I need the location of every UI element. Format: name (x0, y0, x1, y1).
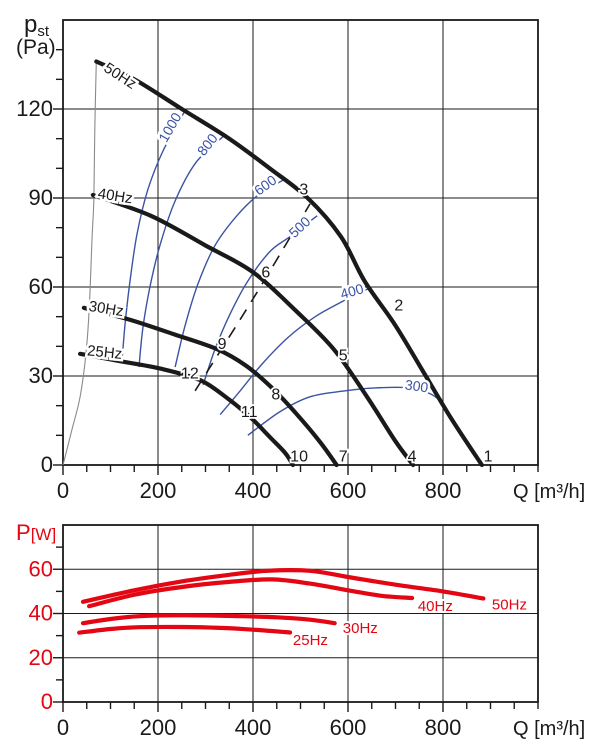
x-axis-title: Q [m³/h] (513, 718, 585, 740)
rpm-curve-600 (174, 179, 284, 368)
rpm-label-1000: 1000 (155, 110, 185, 145)
y-tick-label: 60 (29, 556, 53, 581)
y-tick-label: 90 (29, 185, 53, 210)
fan-curve-label-25Hz: 25Hz (86, 342, 123, 363)
x-tick-label: 400 (235, 478, 272, 503)
y-tick-label: 60 (29, 274, 53, 299)
operating-point-label-2: 2 (394, 297, 403, 314)
operating-point-label-9: 9 (218, 336, 227, 353)
operating-dashed-line (194, 203, 311, 392)
fan-curve-30Hz (81, 305, 339, 468)
y-tick-label: 40 (29, 601, 53, 626)
fan-curve-50Hz (94, 59, 484, 468)
fan-curve-label-40Hz: 40Hz (97, 185, 134, 207)
rpm-curve-400 (219, 286, 373, 416)
plot-border (62, 19, 539, 466)
x-tick-label: 0 (57, 715, 69, 740)
y-tick-label: 0 (41, 452, 53, 477)
power-axis-title: P[W] (16, 520, 56, 545)
y-tick-label: 120 (16, 96, 53, 121)
operating-point-label-8: 8 (271, 386, 280, 403)
operating-point-label-7: 7 (339, 449, 348, 466)
y-tick-label: 30 (29, 363, 53, 388)
operating-point-label-4: 4 (408, 449, 417, 466)
x-axis-title: Q [m³/h] (513, 481, 585, 503)
operating-point-label-6: 6 (261, 265, 270, 282)
power-curve-30Hz (80, 613, 337, 626)
pressure-chart: 1000 80060050040030050Hz40Hz30Hz25Hz12345… (16, 11, 585, 503)
operating-point-label-12: 12 (181, 366, 199, 383)
x-tick-label: 200 (140, 478, 177, 503)
x-tick-label: 0 (57, 478, 69, 503)
operating-point-label-11: 11 (241, 404, 258, 421)
rpm-label-800: 800 (194, 130, 221, 158)
x-tick-label: 800 (425, 715, 462, 740)
surge-line (62, 61, 97, 466)
rpm-label-400: 400 (338, 280, 365, 302)
power-curve-label-50Hz: 50Hz (492, 597, 527, 614)
x-tick-label: 400 (235, 715, 272, 740)
x-tick-label: 600 (330, 478, 367, 503)
pressure-axis-title: pst (24, 11, 50, 40)
power-chart: 50Hz 40Hz 30Hz 25Hz 0 200 400 600 800 0 20 40 60 Q [m… (16, 520, 585, 740)
rpm-curve-500 (202, 215, 318, 386)
x-tick-label: 600 (330, 715, 367, 740)
fan-curve-25Hz (78, 351, 295, 468)
rpm-curve-800 (138, 135, 225, 368)
rpm-label-300: 300 (404, 376, 430, 395)
rpm-curve-1000 (121, 108, 187, 362)
operating-point-label-5: 5 (339, 348, 348, 365)
power-curve-50Hz (80, 568, 486, 604)
fan-curve-40Hz (90, 192, 416, 468)
x-tick-label: 800 (425, 478, 462, 503)
power-curve-label-30Hz: 30Hz (343, 620, 378, 637)
operating-point-label-10: 10 (290, 449, 308, 466)
power-curve-label-40Hz: 40Hz (418, 598, 453, 615)
power-curve-40Hz (87, 577, 415, 609)
operating-point-label-3: 3 (299, 182, 308, 199)
y-tick-label: 20 (29, 645, 53, 670)
y-tick-label: 0 (41, 689, 53, 714)
fan-curve-label-50Hz: 50Hz (101, 60, 140, 93)
rpm-label-600: 600 (251, 172, 279, 199)
power-curve-25Hz (77, 624, 293, 635)
fan-curve-label-30Hz: 30Hz (88, 298, 125, 320)
pressure-axis-unit: (Pa) (16, 36, 56, 59)
operating-point-label-1: 1 (484, 449, 493, 466)
power-curve-label-25Hz: 25Hz (293, 632, 328, 649)
x-tick-label: 200 (140, 715, 177, 740)
